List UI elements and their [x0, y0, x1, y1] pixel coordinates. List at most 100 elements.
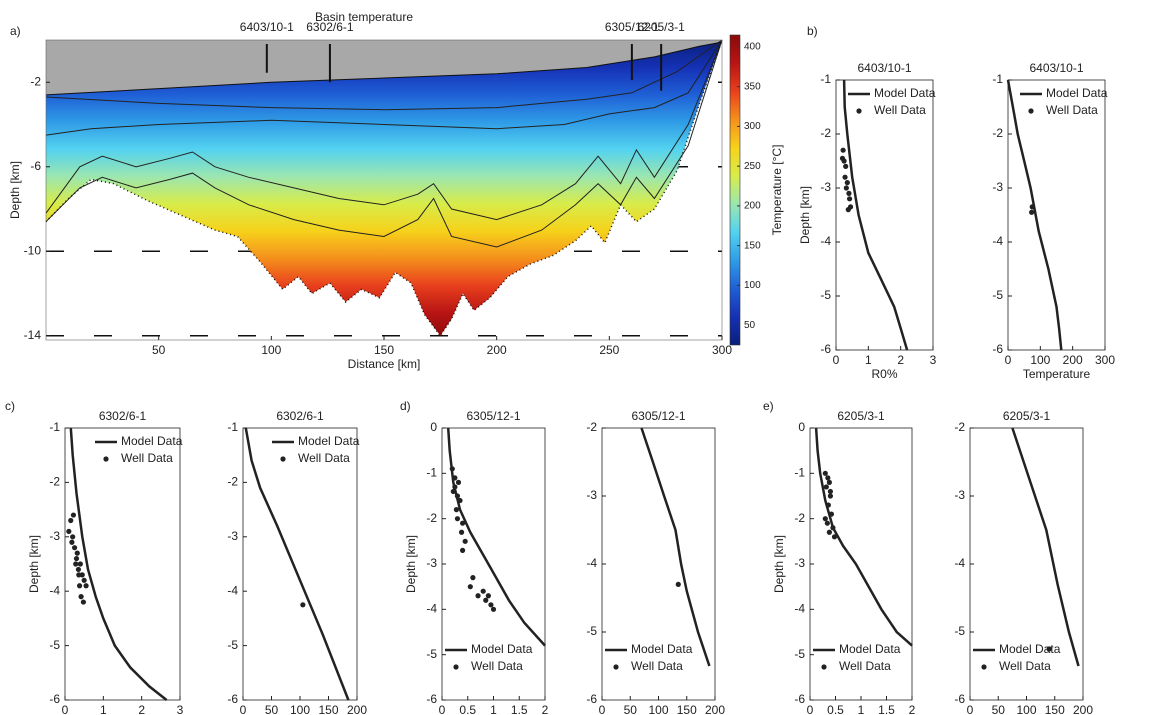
colorbar-tick-label: 250: [744, 161, 761, 172]
x-tick-label: 150: [677, 703, 697, 715]
well-point: [74, 550, 80, 556]
y-tick-label: -6: [30, 159, 41, 173]
well-point: [823, 484, 829, 490]
well-point: [844, 180, 850, 186]
x-tick-label: 0: [599, 703, 606, 715]
legend-label: Model Data: [839, 642, 901, 656]
well-point: [452, 475, 458, 481]
x-axis-label: R0%: [871, 367, 897, 381]
well-point: [843, 163, 849, 169]
x-tick-label: 0: [240, 703, 247, 715]
well-point: [73, 555, 80, 562]
y-tick-label: -2: [586, 420, 597, 434]
x-tick-label: 0.5: [459, 703, 476, 715]
chart-title: 6205/3-1: [837, 409, 885, 423]
well-point: [846, 196, 853, 202]
well-point: [824, 520, 830, 526]
colorbar-tick-label: 100: [744, 280, 761, 291]
model-line: [69, 427, 168, 701]
x-tick-label: 50: [624, 703, 638, 715]
y-tick-label: -5: [426, 647, 437, 661]
well-point: [76, 572, 82, 578]
x-tick-label: 1.5: [878, 703, 895, 715]
well-point: [475, 593, 481, 599]
colorbar-label: Temperature [°C]: [770, 145, 784, 236]
well-point: [453, 507, 460, 513]
y-tick-label: -6: [992, 342, 1003, 356]
well-point: [822, 470, 828, 476]
well-point: [81, 577, 87, 583]
well-point: [467, 584, 473, 590]
isotherm: [45, 39, 723, 221]
colorbar-tick-label: 200: [744, 201, 761, 212]
well-point: [822, 516, 828, 522]
x-tick-label: 1: [100, 703, 107, 715]
x-tick-label: 2: [542, 703, 549, 715]
y-tick-label: -1: [820, 72, 831, 86]
chart-title: 6305/12-1: [631, 409, 685, 423]
well-point: [485, 593, 491, 599]
well-point: [75, 566, 82, 573]
well-point: [460, 520, 466, 526]
x-tick-label: 2: [138, 703, 145, 715]
model-line: [1011, 427, 1080, 667]
legend-label: Model Data: [121, 434, 183, 448]
y-tick-label: -4: [49, 583, 60, 597]
legend-label: Well Data: [471, 659, 523, 673]
chart-title: 6403/10-1: [1029, 61, 1083, 75]
x-tick-label: 200: [1063, 353, 1083, 367]
y-tick-label: -3: [954, 488, 965, 502]
y-axis-label: Depth [km]: [8, 161, 22, 219]
y-tick-label: 0: [798, 420, 805, 434]
y-axis-label: Depth [km]: [404, 535, 418, 593]
well-point: [846, 190, 852, 196]
x-tick-label: 50: [152, 343, 166, 357]
x-tick-label: 200: [347, 703, 367, 715]
well-point: [675, 581, 681, 588]
legend-label: Well Data: [1046, 103, 1098, 117]
well-point: [66, 528, 72, 534]
x-tick-label: 150: [374, 343, 394, 357]
well-point: [83, 583, 89, 589]
y-tick-label: -3: [227, 529, 238, 543]
y-tick-label: -3: [794, 556, 805, 570]
panel-label: e): [763, 399, 774, 413]
y-axis-label: Depth [km]: [772, 535, 786, 593]
y-tick-label: -6: [794, 692, 805, 706]
y-tick-label: -2: [820, 126, 831, 140]
well-label: 6305/12-1: [605, 20, 659, 34]
y-tick-label: -1: [49, 420, 60, 434]
x-tick-label: 0: [62, 703, 69, 715]
legend-label: Well Data: [874, 103, 926, 117]
x-tick-label: 300: [712, 343, 732, 357]
well-point: [483, 597, 489, 603]
y-tick-label: -2: [954, 420, 965, 434]
well-point: [840, 147, 846, 153]
well-point: [845, 207, 851, 213]
legend-label: Well Data: [999, 659, 1051, 673]
x-tick-label: 200: [487, 343, 507, 357]
colorbar-tick-label: 50: [744, 320, 756, 331]
y-axis-label: Depth [km]: [27, 535, 41, 593]
legend-marker: [1028, 108, 1034, 114]
y-tick-label: -6: [586, 692, 597, 706]
x-tick-label: 100: [648, 703, 668, 715]
well-point: [825, 475, 831, 481]
well-point: [78, 594, 84, 600]
model-line: [814, 427, 913, 647]
x-tick-label: 0: [833, 353, 840, 367]
well-point: [825, 502, 831, 508]
model-line: [640, 427, 711, 667]
chart-title: 6305/12-1: [466, 409, 520, 423]
legend-label: Well Data: [121, 451, 173, 465]
well-point: [826, 479, 832, 485]
well-point: [452, 484, 458, 490]
x-axis-label: Temperature: [1023, 367, 1091, 381]
x-tick-label: 100: [1030, 353, 1050, 367]
well-point: [828, 511, 835, 517]
colorbar-tick-label: 300: [744, 121, 761, 132]
chart-title: 6403/10-1: [857, 61, 911, 75]
x-tick-label: 0.5: [827, 703, 844, 715]
axes-frame: [835, 79, 934, 351]
well-point: [73, 561, 79, 567]
